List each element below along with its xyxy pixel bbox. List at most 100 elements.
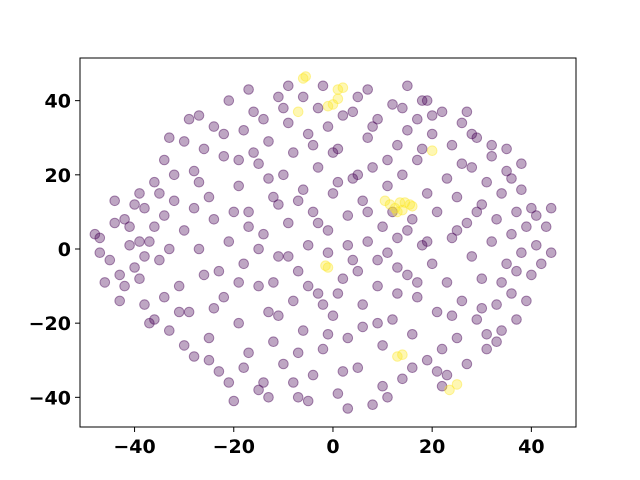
scatter-point <box>436 380 448 392</box>
scatter-point <box>367 162 378 173</box>
scatter-point <box>392 262 403 273</box>
scatter-point <box>134 188 145 199</box>
scatter-point <box>223 236 235 247</box>
scatter-point <box>278 102 289 114</box>
scatter-point <box>416 143 428 155</box>
scatter-point <box>173 280 185 292</box>
scatter-point <box>511 265 522 277</box>
scatter-point <box>154 188 165 199</box>
scatter-point <box>521 221 532 232</box>
scatter-point <box>536 258 547 270</box>
scatter-point <box>327 188 339 199</box>
scatter-point <box>426 128 438 140</box>
scatter-point <box>292 347 304 359</box>
scatter-point <box>218 151 230 162</box>
scatter-point <box>342 403 354 414</box>
scatter-point <box>392 139 403 151</box>
scatter-point <box>384 199 396 210</box>
scatter-point <box>134 273 145 285</box>
scatter-point <box>441 173 453 184</box>
scatter-point <box>412 113 423 125</box>
scatter-point <box>307 206 319 218</box>
y-axis: −40 −20 0 20 40 <box>29 91 80 409</box>
scatter-point <box>104 254 116 266</box>
y-tick-label: −40 <box>29 387 71 409</box>
scatter-point <box>526 202 537 214</box>
scatter-point <box>300 71 312 82</box>
scatter-point <box>193 110 205 121</box>
scatter-point <box>288 147 299 158</box>
scatter-point <box>183 306 195 318</box>
x-tick-label: −20 <box>213 436 255 458</box>
scatter-point <box>178 340 190 351</box>
scatter-point <box>278 169 289 181</box>
scatter-point <box>407 214 418 225</box>
y-tick-label: −20 <box>29 313 71 335</box>
scatter-point <box>496 325 507 336</box>
scatter-point <box>491 214 502 225</box>
scatter-point <box>243 84 254 95</box>
scatter-point <box>268 336 279 348</box>
scatter-point <box>268 277 279 288</box>
scatter-point <box>223 377 235 388</box>
scatter-point <box>302 240 314 251</box>
scatter-point <box>337 273 349 285</box>
scatter-point <box>332 93 344 105</box>
scatter-point <box>297 184 309 195</box>
scatter-point <box>188 165 200 177</box>
scatter-point <box>297 91 309 103</box>
scatter-point <box>501 143 512 155</box>
scatter-point <box>178 136 190 147</box>
scatter-point <box>173 306 185 318</box>
scatter-point <box>292 106 304 118</box>
scatter-point <box>243 221 254 232</box>
scatter-point <box>511 314 522 325</box>
scatter-point <box>372 280 383 292</box>
scatter-point <box>233 317 244 329</box>
scatter-point <box>516 184 527 195</box>
scatter-point <box>461 217 473 229</box>
scatter-point <box>476 199 488 210</box>
scatter-point <box>159 291 170 303</box>
scatter-point <box>332 84 344 95</box>
scatter-point <box>263 173 274 184</box>
scatter-point <box>248 106 259 118</box>
scatter-point <box>367 121 378 132</box>
scatter-point <box>302 395 314 407</box>
scatter-point <box>253 158 264 169</box>
scatter-point <box>317 299 329 310</box>
scatter-point <box>431 366 443 377</box>
scatter-point <box>193 243 205 255</box>
scatter-point <box>506 228 517 240</box>
scatter-point <box>312 162 324 173</box>
scatter-point <box>362 206 374 218</box>
scatter-point <box>426 258 438 270</box>
scatter-point <box>352 169 364 181</box>
scatter-point <box>322 329 334 340</box>
x-axis: −40 −20 0 20 40 <box>113 427 545 458</box>
scatter-point <box>203 354 215 366</box>
scatter-point <box>288 295 299 307</box>
scatter-point <box>159 210 170 221</box>
scatter-point <box>436 343 448 355</box>
scatter-point <box>238 125 249 136</box>
scatter-point <box>198 269 210 281</box>
scatter-point <box>352 265 364 277</box>
scatter-point <box>109 195 120 207</box>
scatter-point <box>89 228 101 240</box>
scatter-point <box>327 147 339 158</box>
scatter-point <box>139 251 150 262</box>
scatter-point <box>94 232 106 244</box>
scatter-point <box>481 343 493 355</box>
scatter-point <box>402 125 413 136</box>
scatter-point <box>451 332 463 344</box>
scatter-point <box>377 221 388 232</box>
scatter-point <box>382 180 393 192</box>
scatter-point <box>516 247 527 258</box>
x-tick-label: 40 <box>518 436 544 458</box>
scatter-point <box>149 314 160 325</box>
scatter-point <box>431 206 443 218</box>
x-tick-label: −40 <box>113 436 155 458</box>
scatter-point <box>399 197 411 208</box>
scatter-point <box>389 202 401 214</box>
